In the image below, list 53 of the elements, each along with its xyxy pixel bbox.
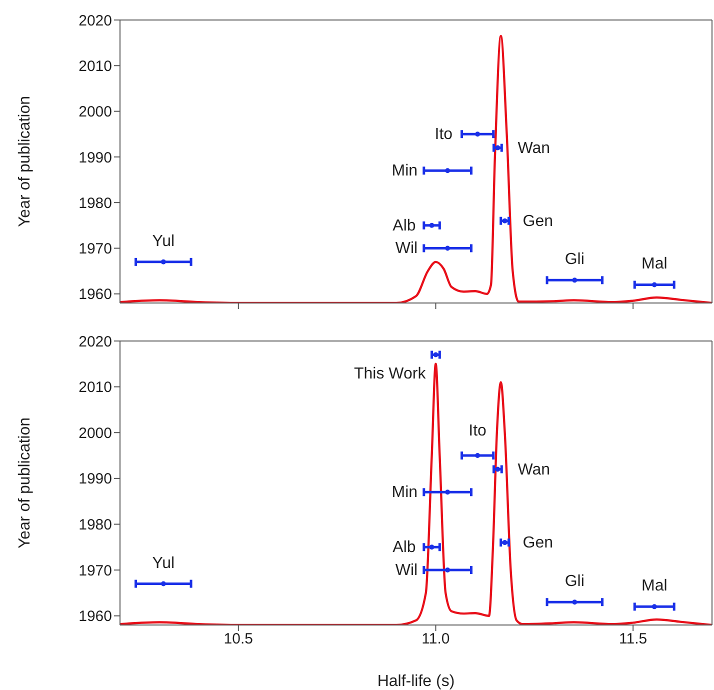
y-tick-label: 1970: [78, 240, 112, 258]
annotation: Alb: [392, 217, 416, 234]
point: [445, 490, 450, 495]
y-tick-label: 2020: [78, 12, 112, 30]
y-tick-label: 1980: [78, 516, 112, 534]
annotation: Gen: [522, 212, 554, 230]
annotation: Mal: [641, 256, 668, 273]
annotation: Wil: [395, 562, 418, 580]
y-tick-label: 1980: [78, 194, 112, 212]
point: [652, 604, 657, 610]
y-tick-label: 1970: [78, 562, 112, 580]
y-tick-label: 1990: [78, 149, 112, 166]
y-tick-label: 2000: [78, 104, 112, 121]
y-tick-label: 2010: [78, 58, 112, 75]
annotation: Min: [392, 484, 418, 502]
annotation: Ito: [434, 126, 453, 144]
x-tick-label: 11.5: [619, 630, 648, 648]
annotation: Yul: [152, 232, 175, 250]
annotation: Min: [392, 162, 418, 180]
y-axis-title: Year of publication: [16, 417, 34, 549]
x-tick-label: 10.5: [224, 630, 253, 648]
point: [429, 222, 434, 228]
point: [160, 259, 166, 264]
y-tick-label: 1960: [78, 286, 112, 304]
y-tick-label: 1960: [78, 608, 112, 626]
annotation: This Work: [354, 366, 427, 383]
annotation: Yul: [152, 554, 175, 572]
annotation: Wan: [518, 140, 550, 157]
y-tick-label: 2000: [78, 424, 112, 442]
point: [572, 600, 578, 605]
x-tick-label: 11.0: [422, 630, 450, 648]
point: [445, 246, 450, 251]
annotation: Ito: [468, 422, 487, 440]
point: [445, 168, 450, 174]
point: [475, 132, 480, 137]
point: [475, 453, 480, 458]
point: [652, 282, 657, 288]
x-axis-title: Half-life (s): [377, 673, 455, 690]
annotation: Gli: [564, 251, 584, 268]
annotation: Wil: [395, 240, 418, 258]
point: [572, 278, 578, 283]
annotation: Mal: [641, 578, 668, 595]
annotation: Wan: [518, 461, 550, 478]
annotation: Alb: [392, 539, 416, 556]
y-tick-label: 1990: [78, 470, 112, 488]
point: [160, 581, 166, 586]
point: [429, 544, 434, 550]
annotation: Gen: [522, 534, 554, 552]
y-tick-label: 2010: [78, 379, 112, 396]
point: [445, 568, 450, 573]
annotation: Gli: [564, 573, 584, 590]
y-axis-title: Year of publication: [16, 96, 34, 228]
y-tick-label: 2020: [78, 333, 112, 350]
